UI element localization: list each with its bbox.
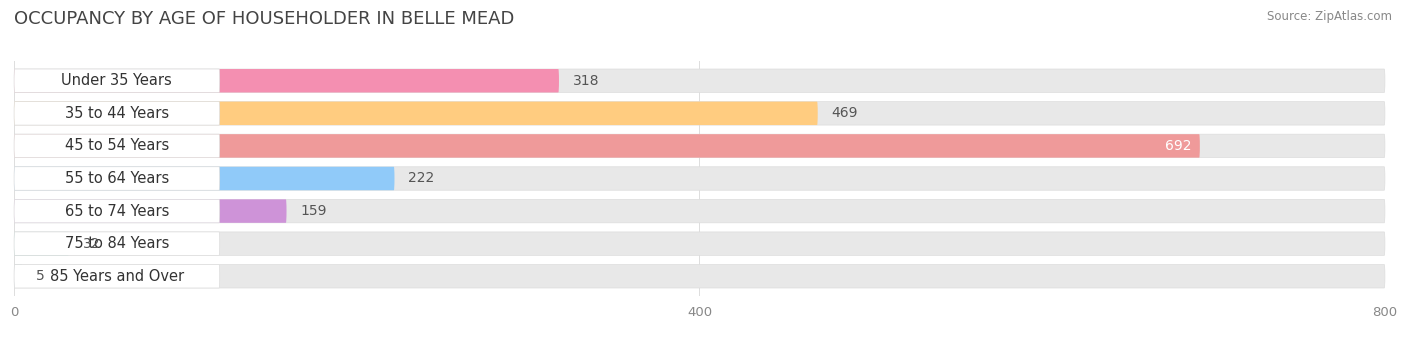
- Text: 35 to 44 Years: 35 to 44 Years: [65, 106, 169, 121]
- Text: 692: 692: [1164, 139, 1191, 153]
- FancyBboxPatch shape: [14, 265, 22, 288]
- FancyBboxPatch shape: [14, 102, 818, 125]
- FancyBboxPatch shape: [14, 134, 1199, 158]
- FancyBboxPatch shape: [14, 232, 219, 255]
- FancyBboxPatch shape: [14, 69, 219, 92]
- Text: 75 to 84 Years: 75 to 84 Years: [65, 236, 169, 251]
- Text: 65 to 74 Years: 65 to 74 Years: [65, 204, 169, 219]
- Text: 222: 222: [408, 171, 434, 186]
- Text: 159: 159: [301, 204, 326, 218]
- FancyBboxPatch shape: [14, 265, 219, 288]
- FancyBboxPatch shape: [14, 265, 1385, 288]
- FancyBboxPatch shape: [14, 232, 69, 255]
- FancyBboxPatch shape: [14, 102, 1385, 125]
- Text: 45 to 54 Years: 45 to 54 Years: [65, 138, 169, 153]
- FancyBboxPatch shape: [14, 167, 219, 190]
- FancyBboxPatch shape: [14, 102, 219, 125]
- FancyBboxPatch shape: [14, 199, 1385, 223]
- FancyBboxPatch shape: [14, 134, 1385, 158]
- FancyBboxPatch shape: [14, 199, 287, 223]
- FancyBboxPatch shape: [14, 69, 1385, 92]
- Text: 32: 32: [83, 237, 100, 251]
- Text: Under 35 Years: Under 35 Years: [62, 73, 173, 88]
- FancyBboxPatch shape: [14, 167, 395, 190]
- Text: 318: 318: [572, 74, 599, 88]
- FancyBboxPatch shape: [14, 69, 560, 92]
- Text: 55 to 64 Years: 55 to 64 Years: [65, 171, 169, 186]
- FancyBboxPatch shape: [14, 167, 1385, 190]
- Text: 5: 5: [37, 269, 45, 283]
- Text: Source: ZipAtlas.com: Source: ZipAtlas.com: [1267, 10, 1392, 23]
- FancyBboxPatch shape: [14, 232, 1385, 255]
- Text: 85 Years and Over: 85 Years and Over: [49, 269, 184, 284]
- FancyBboxPatch shape: [14, 134, 219, 158]
- FancyBboxPatch shape: [14, 199, 219, 223]
- Text: OCCUPANCY BY AGE OF HOUSEHOLDER IN BELLE MEAD: OCCUPANCY BY AGE OF HOUSEHOLDER IN BELLE…: [14, 10, 515, 28]
- Text: 469: 469: [831, 106, 858, 120]
